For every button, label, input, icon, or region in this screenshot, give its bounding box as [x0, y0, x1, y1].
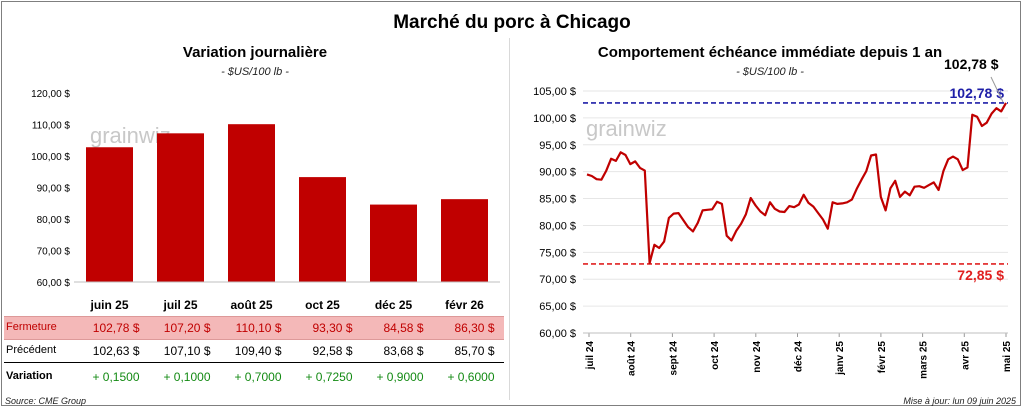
x-tick-label: juil 25	[162, 298, 197, 312]
right-line-chart: 60,00 $ 65,00 $ 70,00 $ 75,00 $ 80,00 $ 85,00…	[533, 76, 1013, 379]
y-tick-label: 95,00 $	[539, 140, 576, 152]
panel-divider	[509, 38, 510, 400]
y-tick-label: 60,00 $	[37, 278, 71, 289]
table-cell: 84,58 $	[383, 321, 424, 335]
table-cell: 86,30 $	[454, 321, 495, 335]
x-tick-label: févr 25	[877, 341, 888, 374]
table-cell: + 0,7000	[234, 370, 282, 384]
table-cell: 107,20 $	[163, 321, 211, 335]
table-cell: + 0,1000	[163, 370, 211, 384]
x-tick-label: nov 24	[752, 341, 763, 373]
left-chart-subtitle: - $US/100 lb -	[221, 66, 289, 78]
price-series-line	[586, 102, 1007, 265]
bar-2	[228, 124, 275, 282]
y-tick-label: 100,00 $	[31, 152, 70, 163]
table-row-previous: Précédent 102,63 $ 107,10 $ 109,40 $ 92,58 …	[4, 340, 504, 363]
right-chart-subtitle: - $US/100 lb -	[736, 66, 804, 78]
y-tick-label: 85,00 $	[539, 194, 576, 206]
y-tick-label: 110,00 $	[32, 121, 71, 132]
x-tick-label: avr 25	[960, 341, 971, 370]
table-row-close: Fermeture 102,78 $ 107,20 $ 110,10 $ 93,30 …	[4, 316, 504, 340]
update-note: Mise à jour: lun 09 juin 2025	[903, 396, 1016, 406]
table-row-variation: Variation + 0,1500 + 0,1000 + 0,7000 + 0,72…	[4, 366, 504, 388]
x-tick-label: mai 25	[1002, 341, 1013, 373]
table-cell: 102,78 $	[92, 321, 140, 335]
y-tick-label: 70,00 $	[539, 274, 576, 286]
y-tick-label: 75,00 $	[539, 247, 576, 259]
reference-label-0: 102,78 $	[950, 85, 1005, 101]
x-tick-label: août 25	[230, 298, 272, 312]
y-tick-label: 105,00 $	[533, 86, 576, 98]
x-tick-label: oct 25	[305, 298, 340, 312]
x-tick-label: janv 25	[835, 341, 846, 376]
x-tick-label: déc 24	[794, 341, 805, 373]
table-cell: 107,10 $	[163, 344, 211, 358]
x-tick-label: sept 24	[668, 341, 679, 376]
bar-1	[157, 133, 204, 282]
y-tick-label: 80,00 $	[37, 215, 71, 226]
table-cell: 93,30 $	[312, 321, 353, 335]
left-chart-title: Variation journalière	[182, 44, 328, 61]
y-tick-label: 60,00 $	[539, 328, 576, 340]
last-value-label: 102,78 $	[944, 56, 999, 72]
watermark-logo: grainwiz	[586, 116, 667, 141]
bar-5	[441, 199, 488, 282]
y-tick-label: 90,00 $	[37, 184, 71, 195]
left-bar-chart: 60,00 $ 70,00 $ 80,00 $ 90,00 $ 100,00 $ 110,…	[31, 89, 500, 312]
table-cell: + 0,9000	[376, 370, 424, 384]
x-tick-label: déc 25	[375, 298, 413, 312]
x-tick-label: juin 25	[89, 298, 128, 312]
row-label-variation: Variation	[6, 370, 53, 382]
table-cell: + 0,6000	[447, 370, 495, 384]
table-cell: 92,58 $	[312, 344, 353, 358]
last-value-leader	[990, 76, 1004, 103]
y-tick-label: 90,00 $	[539, 167, 576, 179]
table-cell: + 0,7250	[305, 370, 353, 384]
y-tick-label: 120,00 $	[31, 89, 70, 100]
table-cell: 109,40 $	[234, 344, 282, 358]
row-label-close: Fermeture	[6, 321, 57, 333]
x-tick-label: mars 25	[919, 341, 930, 379]
x-tick-label: févr 26	[445, 298, 484, 312]
y-tick-label: 100,00 $	[533, 113, 576, 125]
right-chart-title: Comportement échéance immédiate depuis 1…	[597, 44, 943, 61]
y-tick-label: 70,00 $	[37, 247, 71, 258]
source-note: Source: CME Group	[5, 396, 87, 406]
bar-0	[86, 147, 133, 282]
table-cell: 102,63 $	[92, 344, 140, 358]
bar-3	[299, 177, 346, 282]
y-tick-label: 65,00 $	[539, 301, 576, 313]
x-tick-label: juil 24	[585, 341, 596, 371]
x-tick-label: oct 24	[710, 341, 721, 370]
reference-label-1: 72,85 $	[957, 267, 1004, 283]
bar-4	[370, 204, 417, 282]
row-label-previous: Précédent	[6, 344, 57, 356]
table-cell: 83,68 $	[383, 344, 424, 358]
table-cell: 110,10 $	[235, 321, 282, 335]
table-cell: 85,70 $	[454, 344, 495, 358]
x-tick-label: août 24	[627, 341, 638, 376]
table-cell: + 0,1500	[92, 370, 140, 384]
main-title: Marché du porc à Chicago	[393, 12, 631, 33]
y-tick-label: 80,00 $	[539, 220, 576, 232]
